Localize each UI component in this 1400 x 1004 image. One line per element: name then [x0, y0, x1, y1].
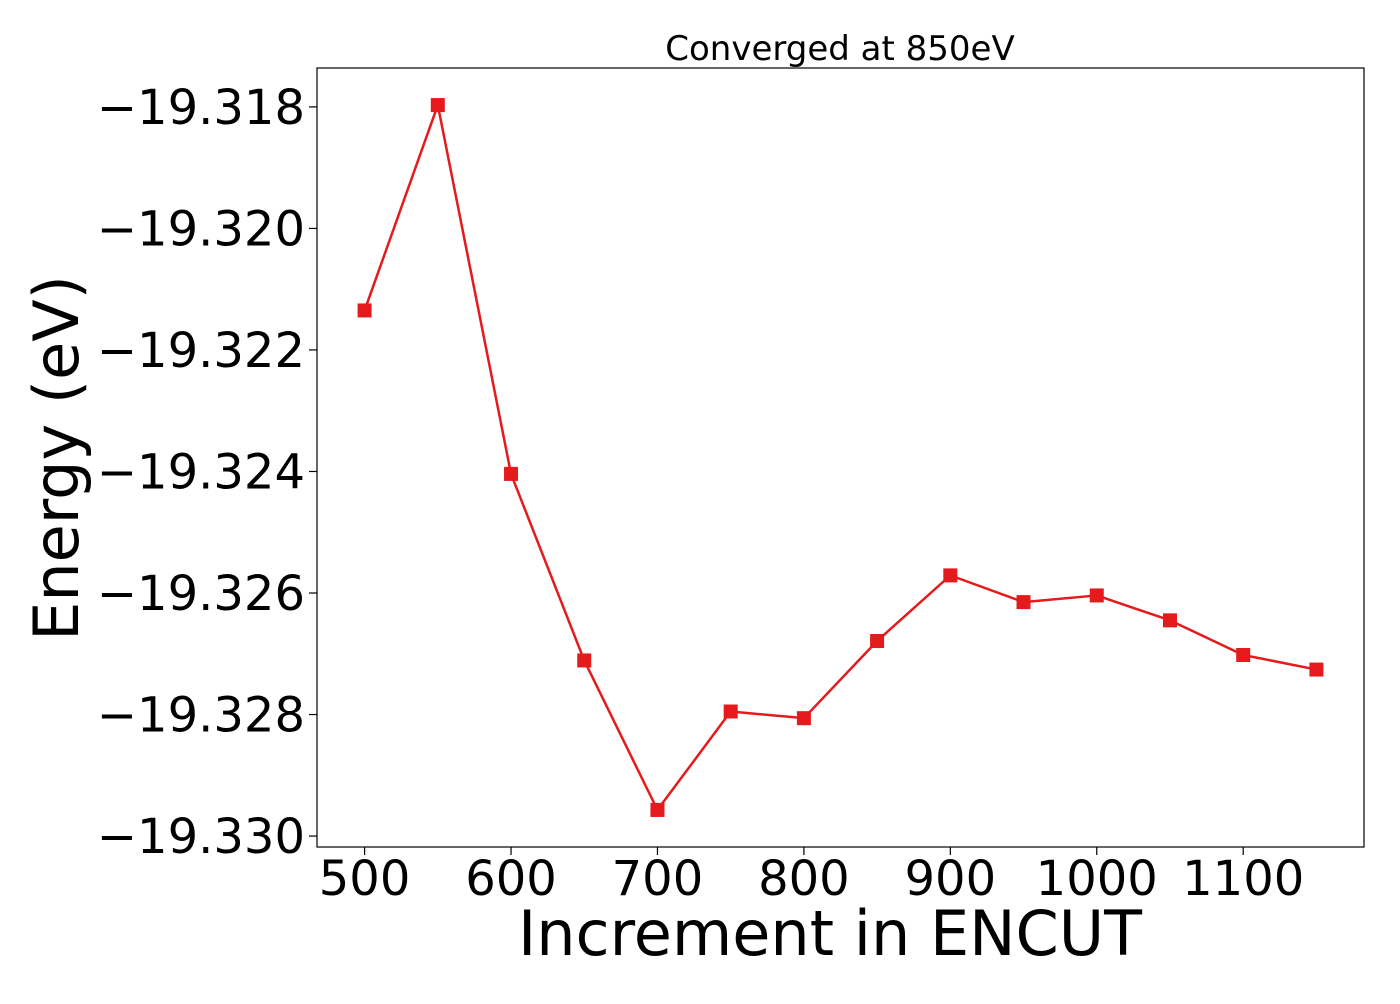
y-tick-label: −19.320 [97, 201, 305, 257]
data-point-marker [796, 711, 811, 726]
x-axis-title: Increment in ENCUT [518, 897, 1143, 970]
x-tick-label: 700 [612, 851, 704, 907]
chart-title: Converged at 850eV [665, 29, 1014, 69]
plot-area: 500 600 700 800 900 1000 1100 −19.318 −19.320 −19… [97, 67, 1365, 907]
data-point-marker [1236, 647, 1251, 662]
y-tick-label: −19.322 [97, 323, 305, 379]
data-point-marker [357, 303, 372, 318]
y-tick-label: −19.318 [97, 80, 305, 136]
data-point-marker [943, 568, 958, 583]
data-point-marker [504, 466, 519, 481]
x-tick-label: 600 [465, 851, 557, 907]
data-point-marker [650, 802, 665, 817]
data-point-marker [870, 634, 885, 649]
plot-frame [316, 67, 1365, 848]
x-tick-label: 900 [905, 851, 997, 907]
data-point-marker [1089, 588, 1104, 603]
y-tick-label: −19.326 [97, 566, 305, 622]
y-tick-label: −19.324 [97, 444, 305, 500]
x-tick-label: 500 [319, 851, 411, 907]
data-point-marker [430, 98, 445, 113]
data-point-marker [1016, 595, 1031, 610]
data-point-marker [577, 653, 592, 668]
x-tick-label: 800 [758, 851, 850, 907]
data-point-marker [723, 704, 738, 719]
y-axis-title: Energy (eV) [20, 275, 93, 641]
x-tick-label: 1100 [1182, 851, 1304, 907]
y-tick-label: −19.328 [97, 688, 305, 744]
y-tick-label: −19.330 [97, 809, 305, 865]
data-point-marker [1162, 613, 1177, 628]
x-tick-label: 1000 [1036, 851, 1158, 907]
data-point-marker [1309, 662, 1324, 677]
series-line [363, 103, 1317, 812]
